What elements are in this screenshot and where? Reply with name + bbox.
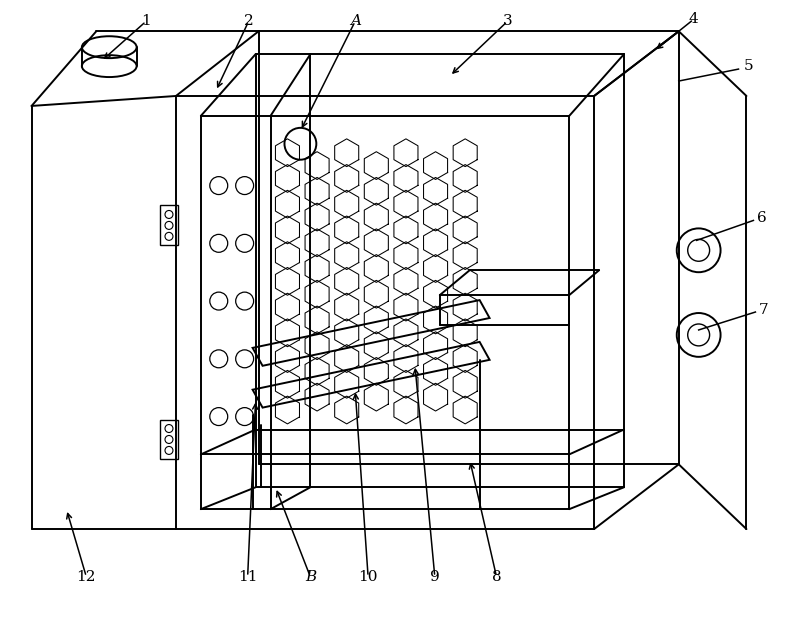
Text: 4: 4	[689, 12, 699, 26]
Text: 1: 1	[141, 14, 151, 28]
Text: 10: 10	[358, 570, 378, 584]
Text: 5: 5	[744, 59, 753, 73]
Text: B: B	[305, 570, 316, 584]
Text: 11: 11	[238, 570, 257, 584]
Text: A: A	[350, 14, 361, 28]
Text: 7: 7	[758, 303, 768, 317]
Text: 12: 12	[76, 570, 96, 584]
Text: 9: 9	[430, 570, 439, 584]
Text: 8: 8	[492, 570, 501, 584]
Text: 2: 2	[244, 14, 254, 28]
Text: 3: 3	[503, 14, 512, 28]
Text: 6: 6	[756, 211, 766, 225]
